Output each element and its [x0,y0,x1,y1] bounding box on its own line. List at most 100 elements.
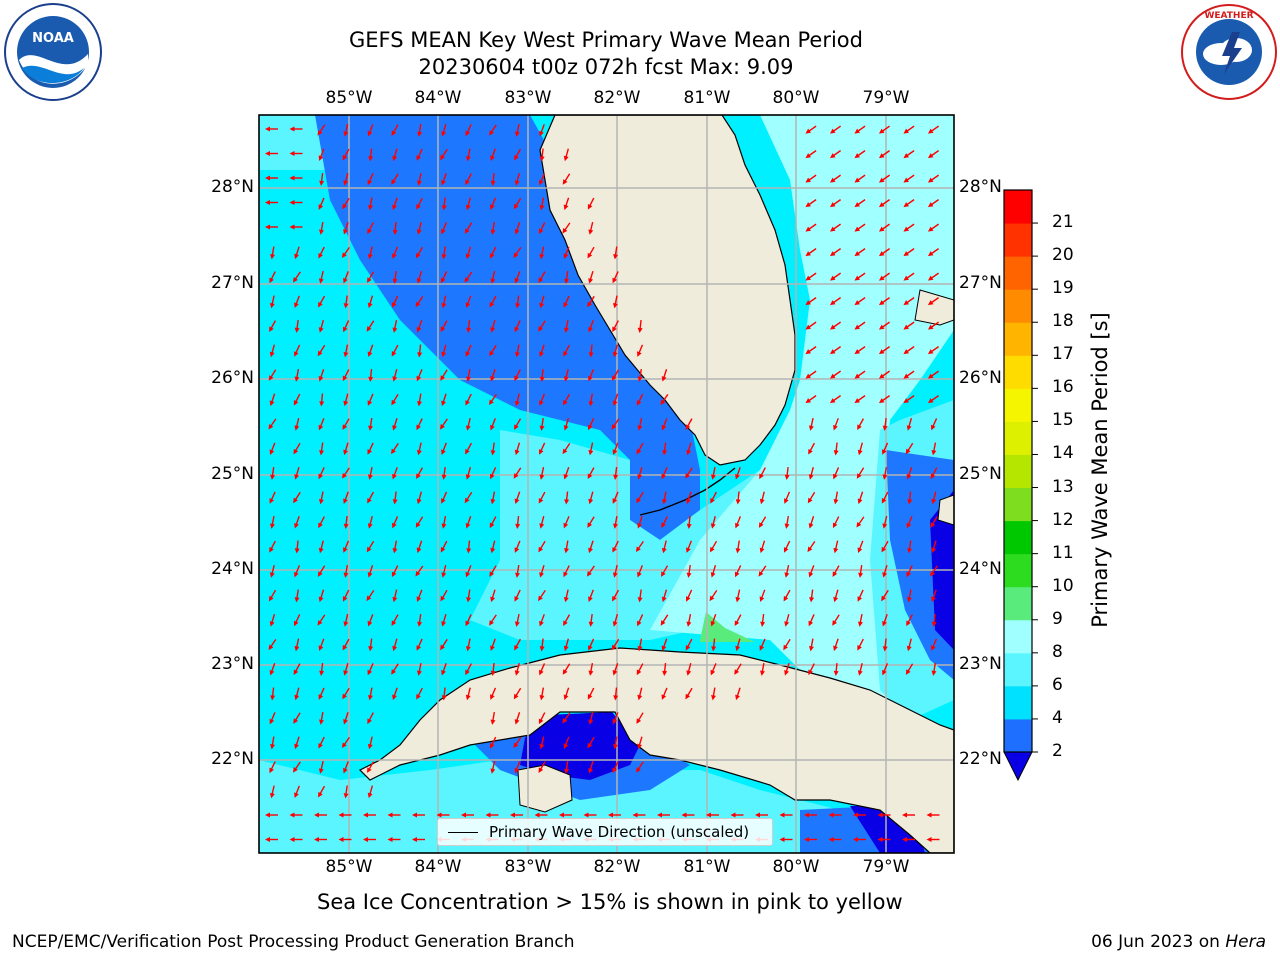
wave-direction-arrowhead [490,768,496,774]
wave-direction-arrowhead [343,180,349,186]
wave-direction-arrowhead [734,669,740,675]
wave-direction-arrowhead [829,349,836,355]
wave-direction-arrowhead [903,177,909,183]
wave-direction-arrowhead [559,812,564,818]
wave-direction-arrowhead [391,669,396,675]
wave-direction-arrowhead [314,812,319,818]
colorbar-tick-label: 4 [1052,707,1063,728]
wave-direction-arrowhead [685,644,691,651]
wave-direction-arrowhead [878,177,885,183]
wave-direction-arrowhead [440,595,446,602]
wave-direction-arrowhead [829,324,836,330]
wave-direction-arrowhead [856,522,862,528]
wave-direction-arrowhead [588,449,594,456]
wave-direction-arrowhead [416,229,422,235]
wave-direction-arrowhead [265,126,270,132]
wave-direction-arrowhead [906,596,912,603]
wave-direction-arrowhead [760,621,766,627]
wave-direction-arrowhead [587,473,593,480]
wave-direction-arrowhead [735,473,740,480]
wave-direction-arrowhead [636,400,642,406]
wave-direction-arrowhead [632,812,638,818]
wave-direction-arrowhead [436,812,442,818]
wave-direction-arrowhead [612,718,618,725]
wave-direction-arrowhead [269,718,275,725]
lat-label-right: 24°N [959,559,1002,579]
wave-direction-arrowhead [338,837,344,842]
wave-direction-arrowhead [685,596,691,602]
wave-direction-arrowhead [269,523,275,529]
wave-direction-arrowhead [318,522,323,529]
wave-direction-arrowhead [661,694,667,700]
wave-direction-arrowhead [343,303,349,309]
wave-direction-arrowhead [367,449,372,455]
wave-direction-arrowhead [490,498,496,505]
wave-direction-arrowhead [416,278,422,284]
wave-direction-arrowhead [710,523,716,529]
wave-direction-arrowhead [612,670,618,676]
wave-direction-arrowhead [464,228,470,234]
wave-direction-arrowhead [902,837,907,842]
wave-direction-arrowhead [613,474,619,480]
wave-direction-arrowhead [387,837,393,842]
wave-direction-arrowhead [588,768,594,774]
wave-direction-arrowhead [270,254,275,260]
wave-direction-arrowhead [342,693,348,700]
wave-direction-arrowhead [588,596,593,602]
wave-direction-arrowhead [294,571,299,578]
wave-direction-arrowhead [903,324,909,330]
wave-direction-arrowhead [513,203,519,210]
wave-direction-arrowhead [485,812,491,818]
wave-direction-arrowhead [710,669,716,676]
wave-direction-arrowhead [587,742,593,749]
wave-direction-arrowhead [293,669,299,676]
wave-direction-arrowhead [808,523,814,529]
lon-label-top: 83°W [504,88,552,108]
wave-direction-arrowhead [805,398,811,404]
wave-direction-arrowhead [342,154,348,161]
wave-direction-arrowhead [391,399,397,406]
wave-direction-arrowhead [465,669,470,676]
wave-direction-arrowhead [539,646,545,652]
wave-direction-arrowhead [368,156,374,162]
wave-direction-arrowhead [441,695,447,701]
colorbar-tick-label: 19 [1052,278,1074,299]
wave-direction-arrowhead [489,743,495,749]
wave-direction-arrowhead [637,474,643,480]
lon-label-bottom: 83°W [504,857,552,877]
wave-direction-arrowhead [759,498,765,505]
wave-direction-arrowhead [809,597,815,603]
wave-direction-arrowhead [342,644,348,651]
wave-direction-arrowhead [293,448,299,455]
wave-direction-arrowhead [783,547,789,553]
wave-direction-arrowhead [906,620,911,627]
wave-direction-arrowhead [440,326,446,333]
wave-direction-arrowhead [465,694,471,701]
wave-direction-arrowhead [440,375,446,381]
wave-direction-arrowhead [587,645,593,651]
wave-direction-arrowhead [367,620,373,627]
wave-direction-arrowhead [513,473,519,479]
wave-direction-arrowhead [489,253,495,259]
wave-direction-arrowhead [853,837,858,842]
wave-direction-arrowhead [289,812,295,818]
wave-direction-arrowhead [539,572,544,578]
lon-label-bottom: 82°W [593,857,641,877]
wave-direction-arrowhead [661,473,667,480]
wave-direction-arrowhead [927,398,934,404]
wave-direction-arrowhead [269,400,275,407]
wave-direction-arrowhead [343,572,349,578]
wave-direction-arrowhead [363,837,368,842]
wave-direction-arrowhead [514,154,519,161]
wave-direction-arrowhead [415,571,421,577]
wave-direction-arrowhead [513,742,519,749]
wave-direction-arrowhead [465,253,471,260]
wave-direction-arrowhead [289,175,295,181]
wave-direction-arrowhead [662,670,668,676]
wave-direction-arrowhead [392,425,397,431]
wave-direction-arrowhead [417,352,423,358]
wave-direction-arrowhead [265,837,270,842]
wave-direction-arrowhead [265,224,270,230]
wave-direction-arrowhead [343,400,349,407]
wave-direction-arrowhead [488,399,494,406]
